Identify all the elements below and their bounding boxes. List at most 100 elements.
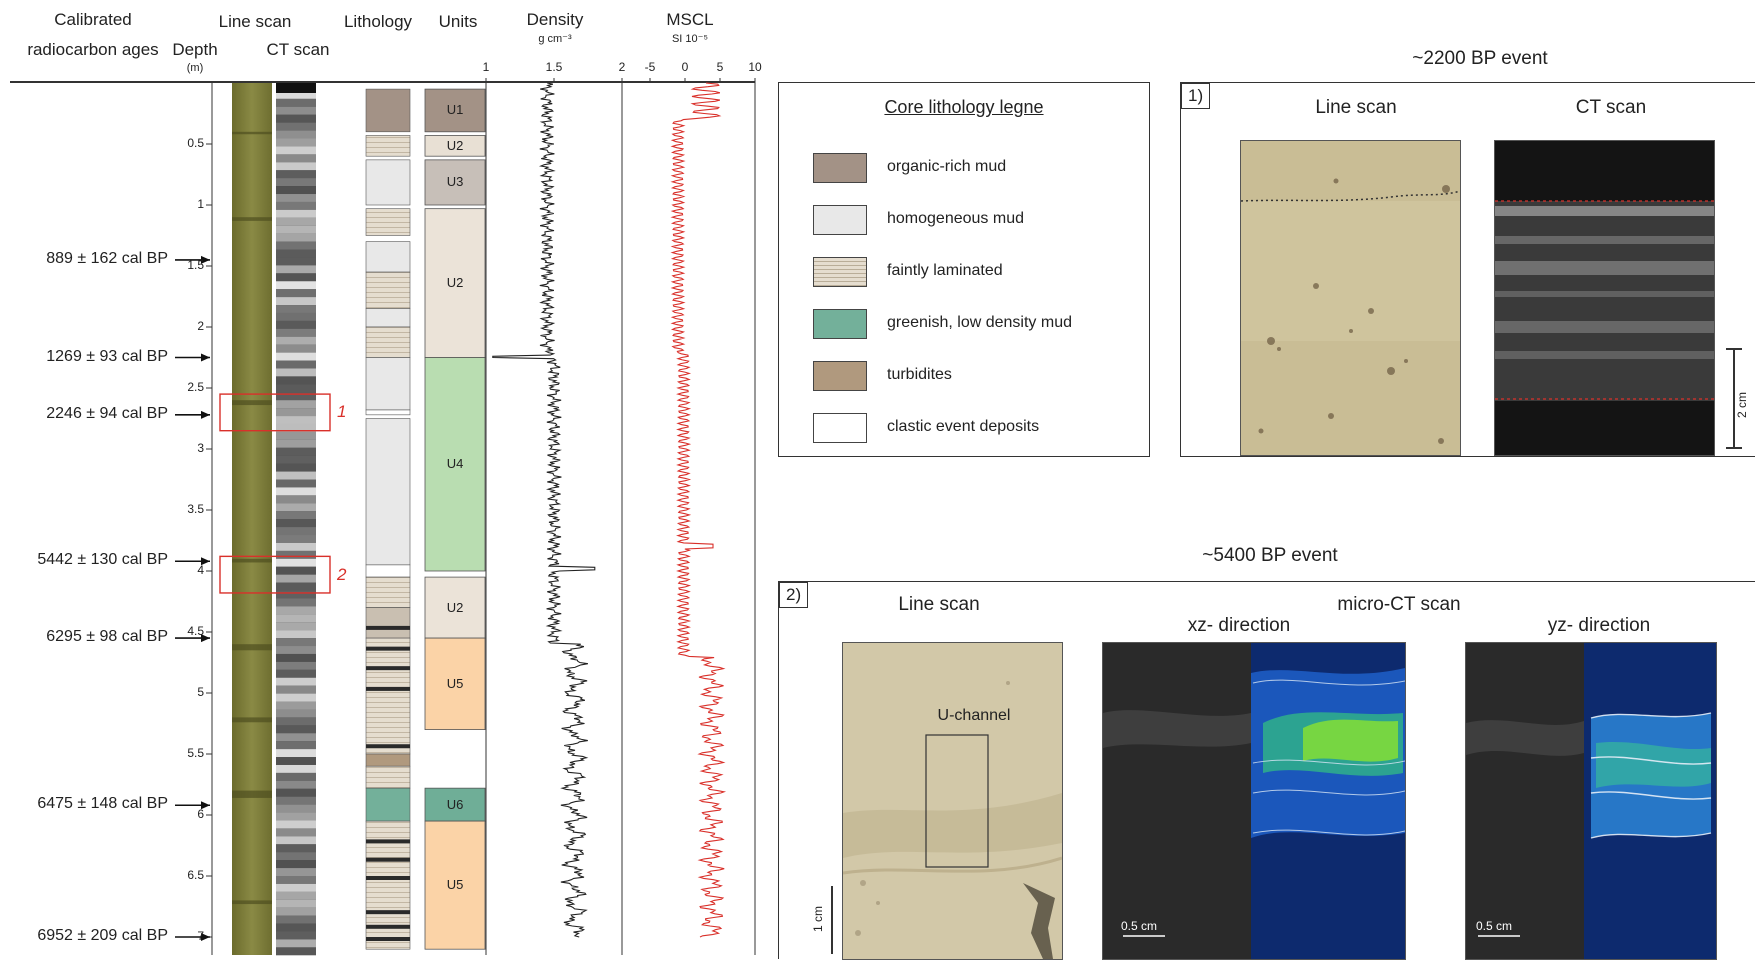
- lithology-layer: [365, 787, 411, 822]
- line-scan-band: [232, 558, 272, 563]
- ct-band: [276, 574, 316, 583]
- age-arrow-head: [201, 801, 210, 810]
- event2-yz-label: yz- direction: [1547, 615, 1651, 636]
- ct-band: [276, 883, 316, 892]
- ct-band: [276, 376, 316, 385]
- event1-ct-scan-image: [1494, 140, 1715, 456]
- mscl-curve: [670, 82, 727, 938]
- dark-lamina: [366, 924, 410, 929]
- ct-band: [276, 503, 316, 512]
- mscl-tick-label: 5: [716, 60, 724, 74]
- unit-label: U5: [446, 877, 464, 893]
- line-scan-band: [232, 400, 272, 406]
- unit-block: [424, 135, 486, 157]
- ct-band: [276, 162, 316, 171]
- ct-band: [276, 122, 316, 131]
- depth-tick-label: 2.5: [187, 380, 204, 394]
- age-arrow-head: [201, 634, 210, 643]
- legend-swatch: [813, 153, 867, 183]
- line-scan-band: [232, 790, 272, 798]
- event1-ct-scan-svg: [1495, 141, 1714, 455]
- ct-band: [276, 725, 316, 734]
- ct-band: [276, 233, 316, 242]
- ct-band: [276, 423, 316, 432]
- ct-band: [276, 320, 316, 329]
- legend-item-label: homogeneous mud: [887, 210, 1024, 227]
- event1-number: 1): [1181, 83, 1211, 109]
- ct-band: [276, 336, 316, 345]
- age-label: 2246 ± 94 cal BP: [46, 404, 168, 422]
- top-axis-ticks: [485, 78, 756, 83]
- yz-scale-label: 0.5 cm: [1476, 919, 1513, 933]
- ct-scan-header: CT scan: [266, 40, 330, 59]
- lithology-layer: [365, 241, 411, 273]
- ct-band: [276, 947, 316, 956]
- dark-lamina: [366, 839, 410, 844]
- depth-ticks: [206, 143, 212, 938]
- lithology-layer: [365, 576, 411, 608]
- ct-band: [276, 646, 316, 654]
- xz-scale-label: 0.5 cm: [1121, 919, 1158, 933]
- ct-band: [276, 542, 316, 551]
- ct-band: [276, 796, 316, 805]
- density-unit: g cm⁻³: [538, 33, 572, 45]
- ct-band: [276, 931, 316, 940]
- event1-line-scan-label: Line scan: [1315, 97, 1397, 118]
- ct-band: [276, 852, 316, 861]
- ct-band: [276, 257, 316, 266]
- depth-tick-label: 4.5: [187, 624, 204, 638]
- ct-band: [276, 241, 316, 250]
- age-label: 6475 ± 148 cal BP: [37, 795, 168, 813]
- ct-band: [276, 733, 316, 742]
- ct-band: [276, 416, 316, 424]
- ct-band: [276, 812, 316, 821]
- ct-band: [276, 939, 316, 948]
- dark-lamina: [366, 646, 410, 651]
- ct-band: [276, 582, 316, 591]
- depth-unit: (m): [186, 62, 204, 74]
- ct-band: [276, 757, 316, 765]
- density-tick-label: 1.5: [545, 60, 563, 74]
- unit-label: U2: [446, 275, 464, 291]
- ct-band: [276, 844, 316, 853]
- legend-title: Core lithology legne: [884, 97, 1044, 117]
- lithology-layer: [365, 607, 411, 639]
- legend-swatch: [813, 361, 867, 391]
- ct-band: [276, 106, 316, 115]
- dark-lamina: [366, 937, 410, 941]
- unit-label: U6: [446, 796, 464, 812]
- depth-tick-label: 3: [197, 441, 204, 455]
- ct-band: [276, 876, 316, 884]
- ct-band: [276, 98, 316, 107]
- ct-band: [276, 669, 316, 678]
- depth-tick-label: 0.5: [187, 136, 204, 150]
- units-header: Units: [438, 12, 478, 31]
- ct-band: [276, 194, 316, 202]
- event-box: [219, 393, 331, 432]
- age-label: 6952 ± 209 cal BP: [37, 927, 168, 944]
- lithology-layer: [365, 271, 411, 310]
- ct-band: [276, 804, 316, 813]
- u-channel-label: U-channel: [937, 707, 1011, 724]
- lithology-layer: [365, 753, 411, 767]
- mscl-header: MSCL: [666, 10, 714, 29]
- unit-label: U3: [446, 174, 464, 190]
- ct-band: [276, 352, 316, 361]
- unit-block: [424, 357, 486, 572]
- ct-band: [276, 653, 316, 662]
- lithology-layer: [365, 308, 411, 328]
- age-arrow-head: [201, 557, 210, 566]
- ct-band: [276, 749, 316, 758]
- depth-tick-label: 4: [197, 563, 204, 577]
- line-scan-band: [232, 717, 272, 723]
- ct-band: [276, 360, 316, 369]
- ct-band: [276, 820, 316, 829]
- mscl-unit: SI 10⁻⁵: [671, 33, 709, 45]
- event1-ct-scan-label: CT scan: [1575, 97, 1647, 118]
- ct-band: [276, 297, 316, 306]
- ct-band: [276, 709, 316, 718]
- lithology-layer: [365, 159, 411, 206]
- ct-band: [276, 868, 316, 876]
- event2-scale-bar: [831, 886, 833, 954]
- ct-band: [276, 431, 316, 440]
